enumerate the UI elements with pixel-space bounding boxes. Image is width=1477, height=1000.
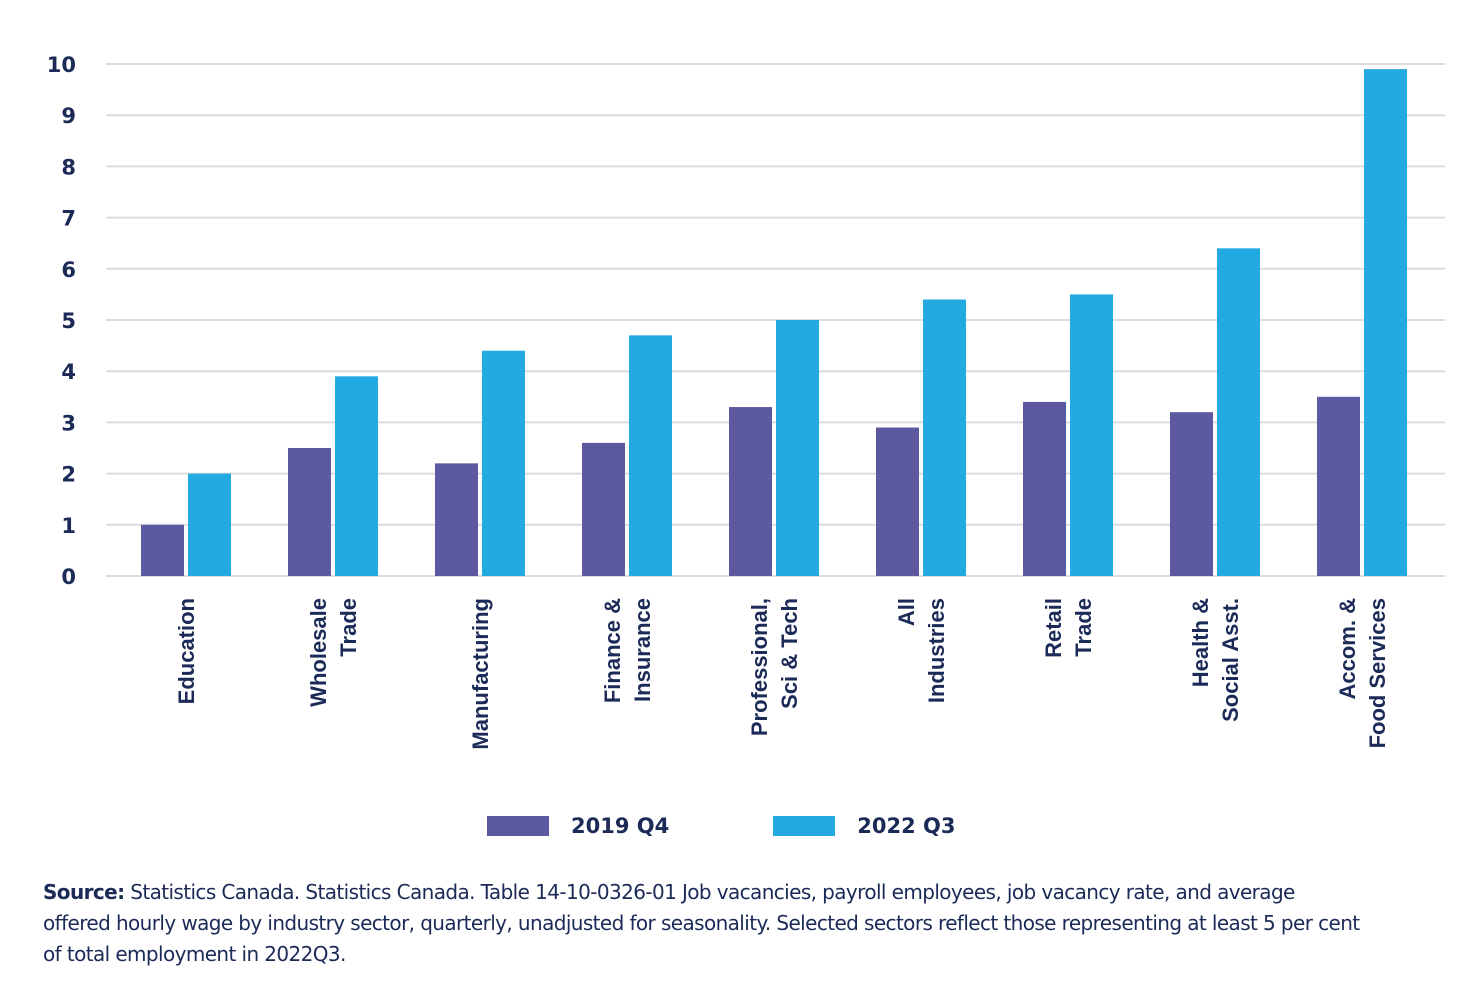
category-label-line: Trade xyxy=(336,598,361,657)
bar-2022-q3 xyxy=(335,376,378,576)
bars xyxy=(141,69,1407,577)
y-tick-label: 0 xyxy=(61,565,76,589)
category-label-line: Professional, xyxy=(747,598,772,736)
legend-swatch xyxy=(487,816,549,836)
bar-2019-q4 xyxy=(288,448,331,576)
legend-item-2022-q3: 2022 Q3 xyxy=(773,814,955,838)
category-label-line: Social Asst. xyxy=(1218,598,1243,722)
bar-2019-q4 xyxy=(1317,396,1360,576)
x-axis-categories: Education Wholesale Trade Manufacturing Fina… xyxy=(174,598,1390,750)
source-note: Source: Statistics Canada. Statistics Ca… xyxy=(43,877,1363,970)
bar-2019-q4 xyxy=(582,442,625,576)
bar-2019-q4 xyxy=(1023,401,1066,576)
legend: 2019 Q4 2022 Q3 xyxy=(487,814,955,838)
bar-2022-q3 xyxy=(188,473,231,576)
y-tick-label: 4 xyxy=(61,360,76,384)
y-tick-label: 6 xyxy=(61,258,76,282)
category-label-line: Insurance xyxy=(630,598,655,702)
category-label-line: Industries xyxy=(924,598,949,703)
bar-2022-q3 xyxy=(1070,294,1113,576)
bar-2019-q4 xyxy=(876,427,919,576)
category-label: Retail Trade xyxy=(1041,598,1096,658)
category-label: Finance & Insurance xyxy=(600,598,655,703)
source-prefix: Source: xyxy=(43,880,125,904)
y-tick-label: 2 xyxy=(61,463,76,487)
category-label-line: Health & xyxy=(1188,598,1213,687)
y-tick-label: 1 xyxy=(61,514,76,538)
category-label-line: Food Services xyxy=(1365,598,1390,748)
category-label: All Industries xyxy=(894,598,949,703)
category-label: Accom. & Food Services xyxy=(1335,598,1390,748)
bar-2019-q4 xyxy=(435,463,478,576)
category-label-line: Retail xyxy=(1041,598,1066,658)
bar-2019-q4 xyxy=(1170,412,1213,576)
bar-2022-q3 xyxy=(1217,248,1260,576)
category-label-line: All xyxy=(894,598,919,626)
y-tick-label: 3 xyxy=(61,411,76,435)
bar-2019-q4 xyxy=(141,524,184,576)
bar-2022-q3 xyxy=(923,299,966,576)
y-tick-label: 9 xyxy=(61,104,76,128)
legend-label: 2022 Q3 xyxy=(857,814,956,838)
y-axis-ticks: 0 1 2 3 4 5 6 7 8 9 10 xyxy=(47,53,76,589)
source-text: Statistics Canada. Statistics Canada. Ta… xyxy=(43,880,1360,966)
category-label: Education xyxy=(174,598,199,704)
legend-label: 2019 Q4 xyxy=(571,814,670,838)
category-label: Manufacturing xyxy=(468,598,493,750)
category-label-line: Trade xyxy=(1071,598,1096,657)
category-label-line: Finance & xyxy=(600,598,625,703)
bar-2019-q4 xyxy=(729,407,772,576)
category-label-line: Sci & Tech xyxy=(777,598,802,709)
category-label-line: Manufacturing xyxy=(468,598,493,750)
bar-2022-q3 xyxy=(1364,69,1407,577)
category-label-line: Accom. & xyxy=(1335,598,1360,700)
bar-2022-q3 xyxy=(776,320,819,576)
category-label-line: Education xyxy=(174,598,199,704)
category-label: Health & Social Asst. xyxy=(1188,598,1243,722)
legend-item-2019-q4: 2019 Q4 xyxy=(487,814,669,838)
bar-2022-q3 xyxy=(629,335,672,576)
y-tick-label: 8 xyxy=(61,155,76,179)
category-label: Wholesale Trade xyxy=(306,598,361,707)
category-label-line: Wholesale xyxy=(306,598,331,707)
bar-2022-q3 xyxy=(482,350,525,576)
y-tick-label: 7 xyxy=(61,207,76,231)
category-label: Professional, Sci & Tech xyxy=(747,598,802,736)
y-tick-label: 10 xyxy=(47,53,76,77)
legend-swatch xyxy=(773,816,836,836)
y-tick-label: 5 xyxy=(61,309,76,333)
